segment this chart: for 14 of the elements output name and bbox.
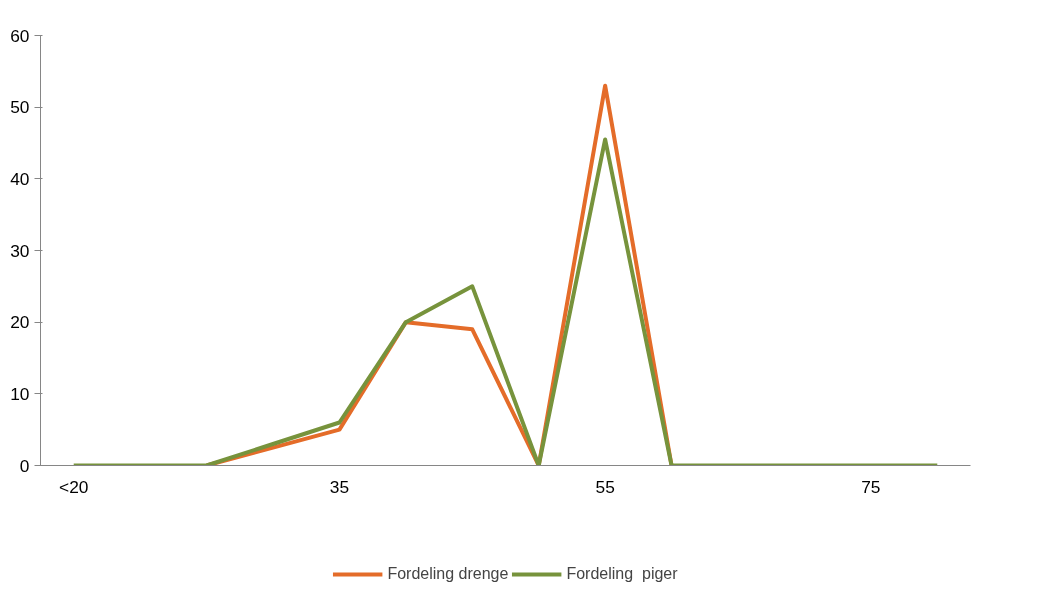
y-tick-label: 10 (10, 383, 30, 404)
legend-label: Fordeling piger (566, 564, 678, 583)
y-tick-label: 40 (10, 168, 30, 189)
x-tick-label: <20 (59, 476, 89, 497)
x-tick-label: 75 (861, 476, 881, 497)
y-tick-label: 60 (10, 25, 30, 46)
x-tick-label: 35 (329, 476, 350, 497)
legend-label: Fordeling drenge (387, 564, 509, 583)
line-series (71, 137, 940, 466)
y-tick-label: 30 (10, 240, 30, 261)
y-tick-label: 0 (19, 455, 30, 476)
x-tick-label: 55 (595, 476, 615, 497)
y-tick-label: 20 (10, 312, 30, 333)
y-tick-label: 50 (10, 97, 30, 118)
